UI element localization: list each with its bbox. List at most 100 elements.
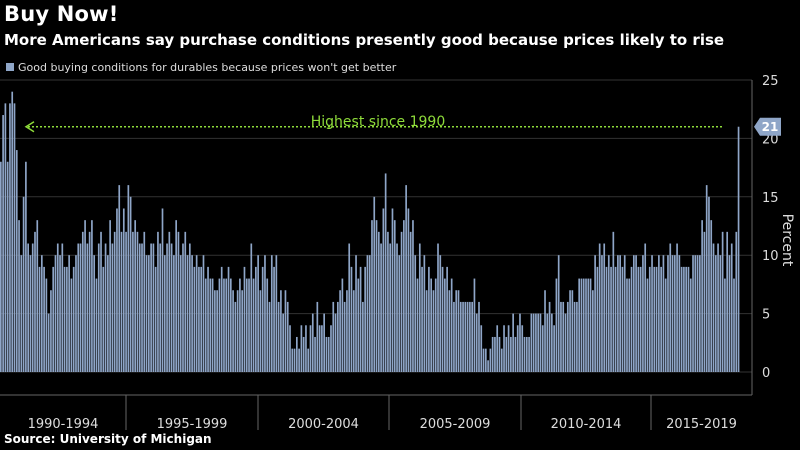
bar <box>453 301 455 372</box>
bar <box>280 290 282 372</box>
bar <box>330 325 332 372</box>
bar <box>423 255 426 372</box>
bar <box>4 103 7 373</box>
bar <box>20 255 23 372</box>
bar <box>75 255 77 372</box>
bar <box>182 243 184 372</box>
bar <box>594 255 596 372</box>
bar <box>170 243 173 372</box>
bar <box>448 290 451 372</box>
bar <box>311 313 314 372</box>
x-tick-label: 2005-2009 <box>420 417 491 432</box>
bar <box>234 301 237 372</box>
bar <box>737 126 740 372</box>
bar <box>407 208 410 372</box>
bar <box>102 266 105 372</box>
bar <box>368 255 371 372</box>
chart-title: Buy Now! <box>4 2 119 26</box>
bar <box>685 266 688 372</box>
bar <box>323 313 325 372</box>
bar <box>637 266 640 372</box>
bar <box>400 231 403 372</box>
bar <box>305 325 307 372</box>
bar <box>29 255 32 372</box>
bar <box>273 266 275 372</box>
legend-label: Good buying conditions for durables beca… <box>18 61 397 74</box>
bar <box>626 278 628 372</box>
bar <box>0 161 2 372</box>
bar <box>630 266 633 372</box>
bar <box>239 278 241 372</box>
x-tick-label: 1990-1994 <box>28 417 99 432</box>
bar <box>598 243 601 372</box>
bar <box>728 255 731 372</box>
bar <box>207 266 209 372</box>
bar <box>275 255 278 372</box>
bar <box>116 208 118 372</box>
bar <box>43 266 45 372</box>
bar <box>282 313 285 372</box>
bar <box>462 301 464 372</box>
bar <box>409 231 412 372</box>
bar <box>532 313 535 372</box>
bar <box>255 266 257 372</box>
bar <box>307 348 310 372</box>
bar <box>31 243 34 372</box>
bar <box>644 243 647 372</box>
bar <box>471 301 473 372</box>
bar <box>617 255 619 372</box>
bar <box>601 255 603 372</box>
bar <box>382 208 385 372</box>
bar <box>555 278 558 372</box>
bar <box>245 278 248 372</box>
bar <box>507 325 510 372</box>
y-tick-label: 10 <box>762 249 779 264</box>
bar <box>621 266 624 372</box>
bar <box>525 336 528 372</box>
bar <box>359 266 362 372</box>
bar <box>377 231 380 372</box>
bar <box>628 278 631 372</box>
bar <box>209 278 212 372</box>
bar <box>446 266 448 372</box>
bar <box>127 185 130 372</box>
bar <box>352 290 355 372</box>
bar <box>642 255 644 372</box>
bar <box>580 278 583 372</box>
bar <box>576 301 578 372</box>
bar <box>179 255 182 372</box>
bar <box>585 278 587 372</box>
bar <box>510 336 512 372</box>
bar <box>34 231 36 372</box>
bar <box>218 278 221 372</box>
bar <box>528 336 530 372</box>
bar <box>91 220 93 372</box>
bar <box>371 220 373 372</box>
bar <box>332 301 335 372</box>
bar <box>6 161 9 372</box>
bar <box>482 348 485 372</box>
bar <box>334 313 337 372</box>
bar <box>623 255 626 372</box>
bar <box>571 290 574 372</box>
bar <box>357 278 360 372</box>
bar <box>45 278 48 372</box>
bar <box>667 255 669 372</box>
bar <box>416 278 419 372</box>
bar <box>412 220 414 372</box>
bar <box>318 325 321 372</box>
bar <box>81 231 84 372</box>
bar <box>705 185 708 372</box>
bar <box>537 313 540 372</box>
bar <box>573 301 576 372</box>
bar <box>225 278 228 372</box>
y-axis-label: Percent <box>779 214 795 267</box>
bar <box>607 255 610 372</box>
bar <box>521 325 524 372</box>
bar <box>202 255 205 372</box>
bar <box>683 266 685 372</box>
chart-subtitle: More Americans say purchase conditions p… <box>4 31 725 49</box>
annotation-label: Highest since 1990 <box>311 114 445 130</box>
bar <box>425 290 428 372</box>
bar <box>592 290 594 372</box>
